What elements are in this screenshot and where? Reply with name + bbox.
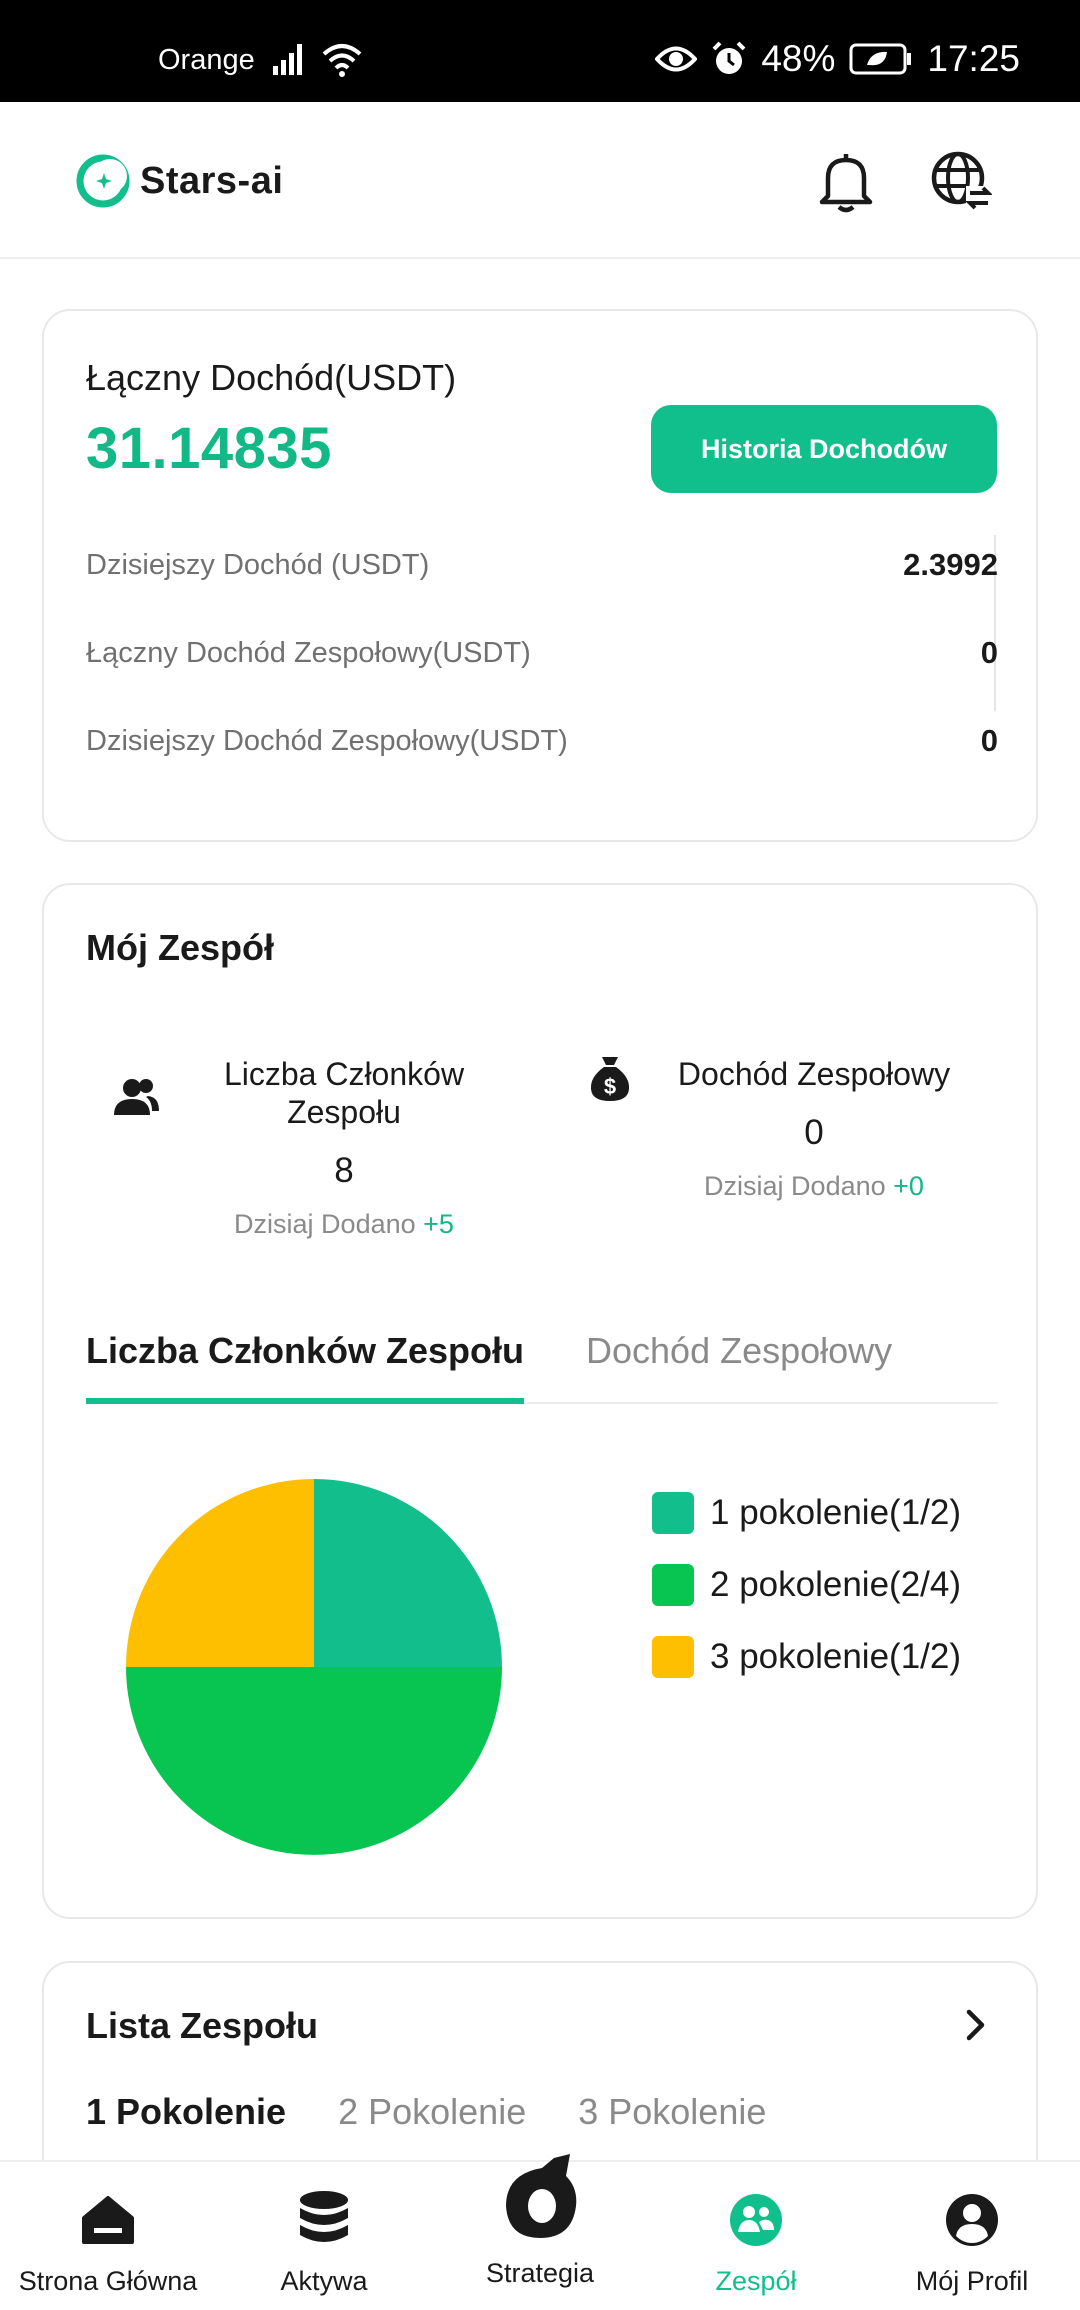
nav-label: Zespół — [715, 2266, 797, 2296]
income-card: Łączny Dochód(USDT) 31.14835 Historia Do… — [42, 309, 1038, 842]
income-row-team-today: Dzisiejszy Dochód Zespołowy(USDT) 0 — [86, 723, 998, 759]
battery-percent: 48% — [761, 38, 836, 79]
team-members-added: Dzisiaj Dodano +5 — [194, 1209, 494, 1240]
team-icon — [730, 2194, 782, 2246]
app-logo[interactable]: Stars-ai — [76, 154, 283, 208]
tab-team-income[interactable]: Dochód Zespołowy — [586, 1330, 893, 1371]
nav-label: Mój Profil — [915, 2266, 1029, 2296]
income-row-value: 0 — [980, 635, 998, 670]
legend-swatch — [652, 1636, 694, 1678]
added-label: Dzisiaj Dodano — [704, 1171, 886, 1201]
bottom-nav: Strona Główna Aktywa Strategia Zespół — [0, 2154, 1080, 2310]
legend-swatch — [652, 1492, 694, 1534]
nav-item-profile[interactable]: Mój Profil — [864, 2162, 1080, 2310]
status-bar: Orange 48% 17:25 — [0, 0, 1080, 102]
generation-tabs: 1 Pokolenie 2 Pokolenie 3 Pokolenie — [86, 2091, 766, 2133]
income-history-button[interactable]: Historia Dochodów — [651, 405, 997, 493]
team-income-stat: Dochód Zespołowy 0 Dzisiaj Dodano +0 — [624, 1055, 1004, 1202]
pie-legend: 1 pokolenie(1/2) 2 pokolenie(2/4) 3 poko… — [652, 1477, 961, 1693]
nav-label: Strona Główna — [18, 2266, 198, 2296]
signal-icon — [273, 44, 302, 75]
team-income-label: Dochód Zespołowy — [677, 1056, 951, 1092]
coins-icon — [300, 2191, 348, 2242]
nav-item-assets[interactable]: Aktywa — [216, 2162, 432, 2310]
income-row-value: 2.3992 — [903, 547, 998, 582]
clock-time: 17:25 — [927, 38, 1020, 79]
battery-icon — [849, 43, 912, 75]
legend-item: 2 pokolenie(2/4) — [652, 1549, 961, 1621]
svg-text:$: $ — [604, 1074, 616, 1099]
team-generation-pie-chart — [126, 1479, 502, 1855]
income-row-label: Łączny Dochód Zespołowy(USDT) — [86, 636, 531, 669]
income-row-today: Dzisiejszy Dochód (USDT) 2.3992 — [86, 547, 998, 583]
eye-icon — [655, 46, 698, 72]
pie-slice — [126, 1667, 502, 1855]
wifi-icon — [322, 44, 362, 77]
stars-logo-icon — [76, 154, 130, 208]
team-chart-tabs: Liczba Członków Zespołu Dochód Zespołowy — [86, 1330, 998, 1404]
tab-generation-3[interactable]: 3 Pokolenie — [578, 2091, 767, 2132]
nav-item-strategy[interactable]: Strategia — [432, 2154, 648, 2310]
tab-generation-1[interactable]: 1 Pokolenie — [86, 2091, 287, 2132]
nav-label: Aktywa — [280, 2266, 368, 2296]
income-row-label: Dzisiejszy Dochód (USDT) — [86, 548, 430, 581]
alarm-icon — [712, 41, 746, 74]
legend-item: 1 pokolenie(1/2) — [652, 1477, 961, 1549]
income-divider — [994, 535, 996, 711]
team-list-title: Lista Zespołu — [86, 2005, 319, 2046]
tab-generation-2[interactable]: 2 Pokolenie — [338, 2091, 527, 2132]
team-members-icon — [114, 1079, 159, 1115]
home-icon — [82, 2196, 134, 2244]
bell-icon[interactable] — [816, 150, 876, 214]
my-team-title: Mój Zespół — [86, 927, 274, 968]
legend-swatch — [652, 1564, 694, 1606]
language-globe-icon[interactable] — [928, 148, 992, 212]
added-label: Dzisiaj Dodano — [234, 1209, 416, 1239]
pie-slice — [314, 1479, 502, 1667]
app-name: Stars-ai — [140, 159, 284, 202]
money-bag-icon: $ — [590, 1057, 630, 1101]
profile-icon — [946, 2194, 998, 2246]
app-header: Stars-ai — [0, 102, 1080, 259]
added-value: +0 — [893, 1171, 924, 1201]
chevron-right-icon[interactable] — [960, 2007, 990, 2043]
strategy-icon — [506, 2154, 577, 2238]
team-income-value: 0 — [804, 1113, 824, 1152]
legend-item: 3 pokolenie(1/2) — [652, 1621, 961, 1693]
income-row-label: Dzisiejszy Dochód Zespołowy(USDT) — [86, 724, 568, 757]
team-income-added: Dzisiaj Dodano +0 — [624, 1171, 1004, 1202]
legend-label: 3 pokolenie(1/2) — [710, 1637, 961, 1676]
nav-label: Strategia — [485, 2258, 595, 2288]
legend-label: 2 pokolenie(2/4) — [710, 1565, 961, 1604]
team-members-label: Liczba Członków Zespołu — [223, 1056, 465, 1130]
legend-label: 1 pokolenie(1/2) — [710, 1493, 961, 1532]
team-members-stat: Liczba Członków Zespołu 8 Dzisiaj Dodano… — [194, 1055, 494, 1240]
pie-slice — [126, 1479, 314, 1667]
nav-item-home[interactable]: Strona Główna — [0, 2162, 216, 2310]
income-row-value: 0 — [980, 723, 998, 758]
my-team-card: Mój Zespół Liczba Członków Zespołu 8 Dzi… — [42, 883, 1038, 1919]
carrier-name: Orange — [158, 44, 255, 76]
added-value: +5 — [423, 1209, 454, 1239]
team-members-value: 8 — [334, 1151, 354, 1190]
total-income-value: 31.14835 — [86, 416, 332, 481]
income-row-team-total: Łączny Dochód Zespołowy(USDT) 0 — [86, 635, 998, 671]
total-income-title: Łączny Dochód(USDT) — [86, 357, 457, 398]
nav-item-team[interactable]: Zespół — [648, 2162, 864, 2310]
tab-team-members[interactable]: Liczba Członków Zespołu — [86, 1330, 525, 1404]
